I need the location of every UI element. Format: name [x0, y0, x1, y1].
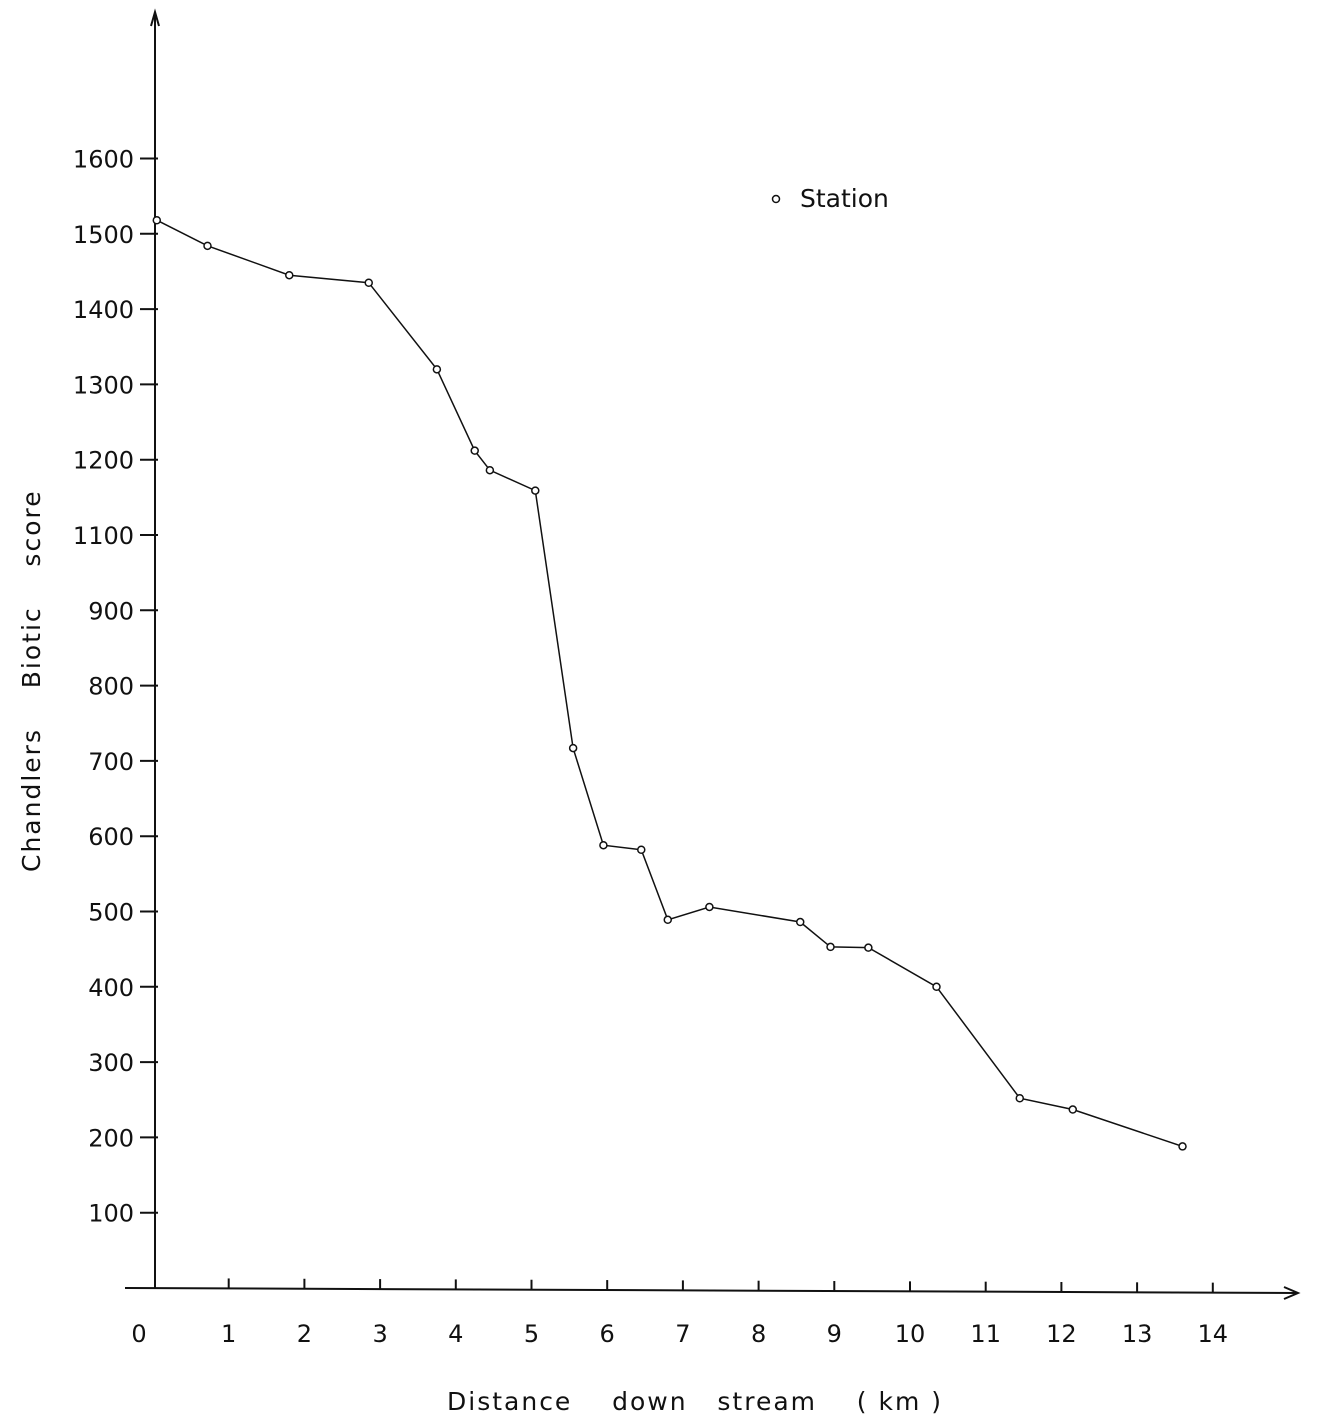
x-tick-label: 2 [297, 1320, 312, 1348]
legend-marker [771, 194, 781, 204]
x-tick-label: 3 [372, 1320, 387, 1348]
x-tick-label: 13 [1122, 1320, 1153, 1348]
station-point [826, 942, 835, 952]
y-tick-label: 1400 [73, 296, 134, 324]
x-tick-label: 10 [895, 1320, 926, 1348]
y-tick-label: 700 [88, 748, 134, 776]
biotic-score-line [156, 219, 1183, 1148]
x-axis-line [124, 1287, 1299, 1294]
y-tick-label: 800 [88, 673, 134, 701]
x-tick-label: 0 [131, 1320, 146, 1348]
station-point [705, 902, 714, 912]
station-point [1068, 1105, 1078, 1114]
x-tick-label: 4 [448, 1320, 463, 1348]
station-point [432, 365, 442, 374]
y-tick-label: 600 [88, 823, 134, 851]
station-point [663, 915, 673, 925]
station-point [568, 743, 578, 753]
x-tick-label: 1 [221, 1320, 236, 1348]
legend: Station [771, 184, 889, 213]
y-ticks: 100 200 300 400 500 600 700 800 900 1100 1200 1300 1… [73, 146, 158, 1228]
station-point [531, 486, 540, 495]
x-axis-title: Distance down stream ( km ) [447, 1387, 943, 1416]
x-axis-arrow [1283, 1286, 1301, 1300]
y-tick-label: 500 [88, 899, 134, 927]
series-layer [152, 215, 1187, 1151]
y-axis-arrow [150, 8, 160, 27]
station-point [485, 465, 495, 475]
station-point [470, 446, 479, 455]
station-point [637, 845, 646, 855]
station-point [864, 943, 873, 952]
x-tick-label: 14 [1198, 1320, 1229, 1348]
station-point [1015, 1093, 1025, 1103]
x-tick-label: 12 [1046, 1320, 1077, 1348]
y-tick-label: 400 [88, 974, 134, 1002]
x-tick-label: 11 [970, 1320, 1001, 1348]
y-tick-label: 100 [88, 1200, 134, 1228]
x-tick-label: 9 [827, 1320, 842, 1348]
x-tick-label: 7 [675, 1320, 690, 1348]
station-point [932, 982, 941, 992]
y-tick-label: 1200 [73, 447, 134, 475]
y-tick-label: 1100 [73, 522, 134, 550]
axes [124, 8, 1301, 1300]
y-tick-label: 200 [88, 1124, 134, 1152]
station-point [203, 241, 212, 251]
y-tick-label: 1500 [73, 221, 134, 249]
legend-label: Station [800, 184, 889, 213]
station-point [152, 215, 162, 225]
y-tick-label: 1300 [73, 371, 134, 399]
x-tick-label: 5 [524, 1320, 539, 1348]
station-point [1178, 1142, 1187, 1151]
y-tick-label: 300 [88, 1049, 134, 1077]
station-point [795, 917, 805, 927]
y-tick-label: 900 [88, 597, 134, 625]
y-axis-title: Chandlers Biotic score [17, 489, 46, 872]
x-ticks: 0 1 2 3 4 5 6 7 8 9 10 11 12 13 14 [131, 1278, 1228, 1348]
station-point [364, 278, 373, 287]
station-point [285, 270, 294, 280]
y-tick-label: 1600 [73, 146, 134, 174]
station-point [599, 840, 608, 850]
x-tick-label: 6 [600, 1320, 615, 1348]
x-tick-label: 8 [751, 1320, 766, 1348]
